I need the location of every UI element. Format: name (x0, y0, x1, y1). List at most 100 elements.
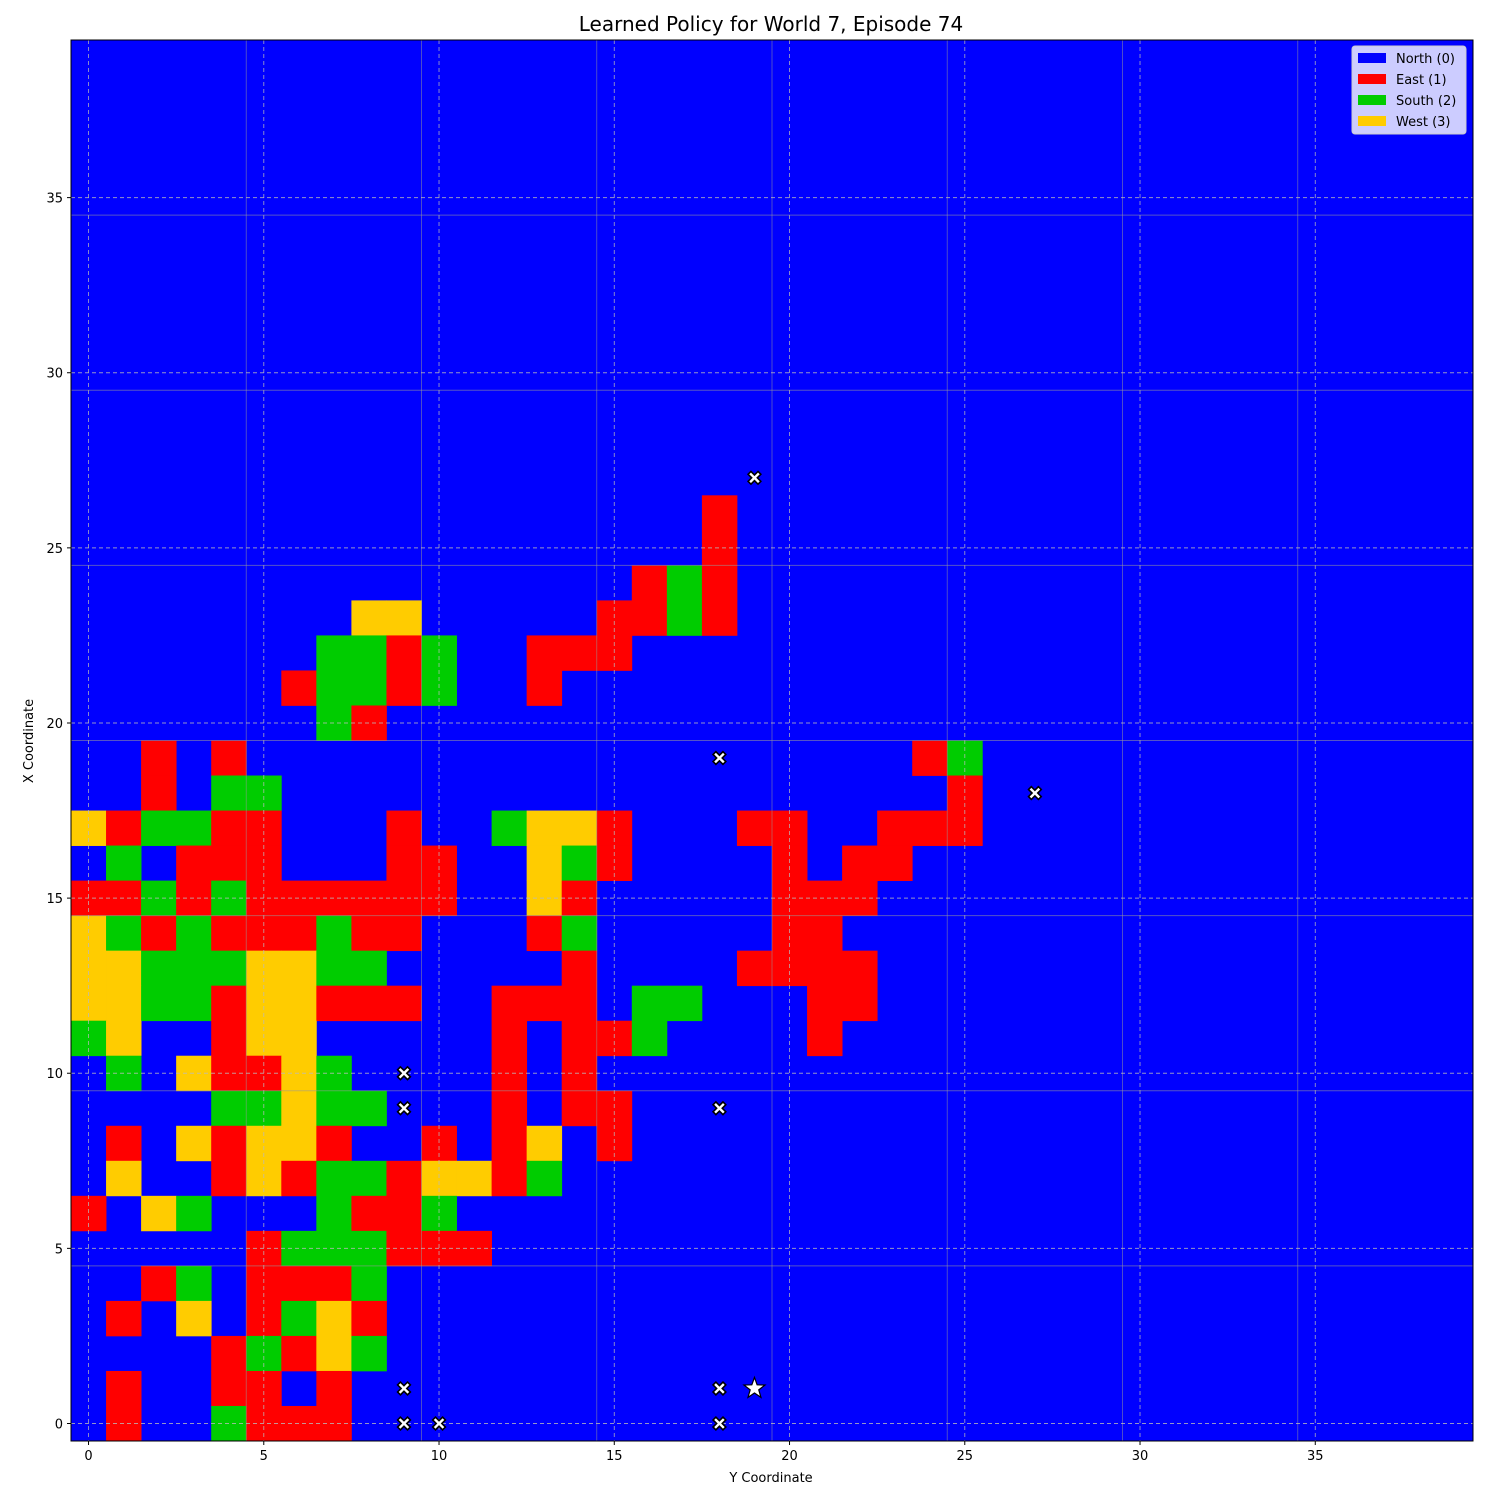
x-axis-label: Y Coordinate (728, 1471, 812, 1486)
heatmap-cell (666, 565, 703, 601)
heatmap-cell (316, 985, 352, 1022)
heatmap-cell (386, 635, 422, 671)
heatmap-cell (106, 1020, 142, 1057)
heatmap-cell (281, 1335, 317, 1372)
x-marker (431, 1415, 447, 1431)
heatmap-cell (561, 1020, 598, 1057)
heatmap-cell (211, 1125, 247, 1162)
heatmap-cell (386, 810, 422, 846)
heatmap-cell (141, 1195, 177, 1232)
heatmap-cell (106, 1125, 142, 1162)
heatmap-cell (351, 1300, 387, 1337)
heatmap-cell (351, 635, 387, 671)
y-tick-label: 0 (55, 1417, 63, 1432)
heatmap-cell (351, 950, 387, 987)
x-tick-label: 30 (1132, 1449, 1149, 1464)
heatmap-cell (176, 1265, 212, 1302)
heatmap-cell (351, 915, 387, 952)
heatmap-cell (281, 985, 317, 1022)
heatmap-cell (211, 845, 247, 881)
heatmap-cell (386, 985, 422, 1022)
heatmap-cell (106, 810, 142, 846)
heatmap-cell (281, 1160, 317, 1197)
legend-box (1351, 45, 1467, 135)
x-marker (746, 470, 762, 486)
heatmap-cell (106, 1300, 142, 1337)
heatmap-cell (491, 1160, 528, 1197)
heatmap-cell (526, 915, 563, 952)
heatmap-cell (141, 740, 177, 776)
heatmap-cell (561, 985, 598, 1022)
heatmap-cell (211, 1090, 247, 1127)
x-tick-label: 0 (84, 1449, 92, 1464)
heatmap-cell (351, 1195, 387, 1232)
heatmap-cell (526, 810, 563, 846)
legend-swatch (1358, 116, 1386, 126)
heatmap-cell (141, 985, 177, 1022)
grid-lines (70, 40, 1473, 1442)
heatmap-cell (351, 1090, 387, 1127)
heatmap-cell (912, 810, 948, 846)
heatmap-cell (316, 1300, 352, 1337)
heatmap-cell (386, 1160, 422, 1197)
heatmap-cell (561, 810, 598, 846)
heatmap-cell (316, 950, 352, 987)
heatmap-cell (106, 950, 142, 987)
legend-swatch (1358, 53, 1386, 63)
heatmap-cell (211, 775, 247, 811)
heatmap-cell (701, 565, 738, 601)
heatmap-cell (141, 950, 177, 987)
x-tick-label: 10 (431, 1449, 448, 1464)
heatmap-cell (316, 1090, 352, 1127)
legend-label: South (2) (1396, 94, 1456, 109)
heatmap-cell (176, 1195, 212, 1232)
heatmap-cell (176, 845, 212, 881)
x-marker (396, 1415, 412, 1431)
heatmap-cell (176, 915, 212, 952)
heatmap-cell (106, 1160, 142, 1197)
heatmap-cell (386, 1195, 422, 1232)
heatmap-cell (491, 1090, 528, 1127)
chart-title: Learned Policy for World 7, Episode 74 (579, 12, 963, 36)
heatmap-cell (807, 985, 843, 1022)
legend-label: East (1) (1396, 73, 1447, 88)
heatmap-cell (561, 950, 598, 987)
heatmap-cell (736, 810, 773, 846)
heatmap-cell (176, 985, 212, 1022)
heatmap-cell (281, 1300, 317, 1337)
heatmap-cell (386, 600, 422, 636)
plot-frame (70, 39, 1474, 1442)
heatmap-cell (807, 950, 843, 987)
heatmap-cell (526, 670, 563, 706)
heatmap-cell (351, 1160, 387, 1197)
legend: North (0) East (1) South (2) West (3) (1351, 45, 1467, 135)
heatmap-cell (526, 1160, 563, 1197)
heatmap-cell (176, 1125, 212, 1162)
x-marker (711, 1380, 727, 1396)
x-marker (1027, 785, 1043, 801)
heatmap-cell (281, 1265, 317, 1302)
heatmap-cell (351, 985, 387, 1022)
heatmap-cell (141, 915, 177, 952)
heatmap-cell (316, 1370, 352, 1407)
heatmap-cell (561, 845, 598, 881)
heatmap-cell (106, 985, 142, 1022)
heatmap-cell (316, 1160, 352, 1197)
axis-ticks: 0 5 10 15 20 25 30 35 0 5 10 15 20 25 30 35 (46, 192, 1323, 1464)
heatmap-cell (141, 810, 177, 846)
heatmap-cell (211, 1335, 247, 1372)
x-tick-label: 15 (606, 1449, 623, 1464)
heatmap-cell (526, 985, 563, 1022)
heatmap-cell (141, 1265, 177, 1302)
heatmap-cell (877, 845, 913, 881)
heatmap-cell (176, 810, 212, 846)
x-marker (711, 1100, 727, 1116)
legend-label: North (0) (1396, 52, 1455, 67)
heatmap-cell (106, 915, 142, 952)
heatmap-cell (631, 985, 668, 1022)
heatmap-cell (386, 845, 422, 881)
heatmap-cell (526, 845, 563, 881)
star-marker (742, 1375, 767, 1399)
heatmap-cell (281, 670, 317, 706)
